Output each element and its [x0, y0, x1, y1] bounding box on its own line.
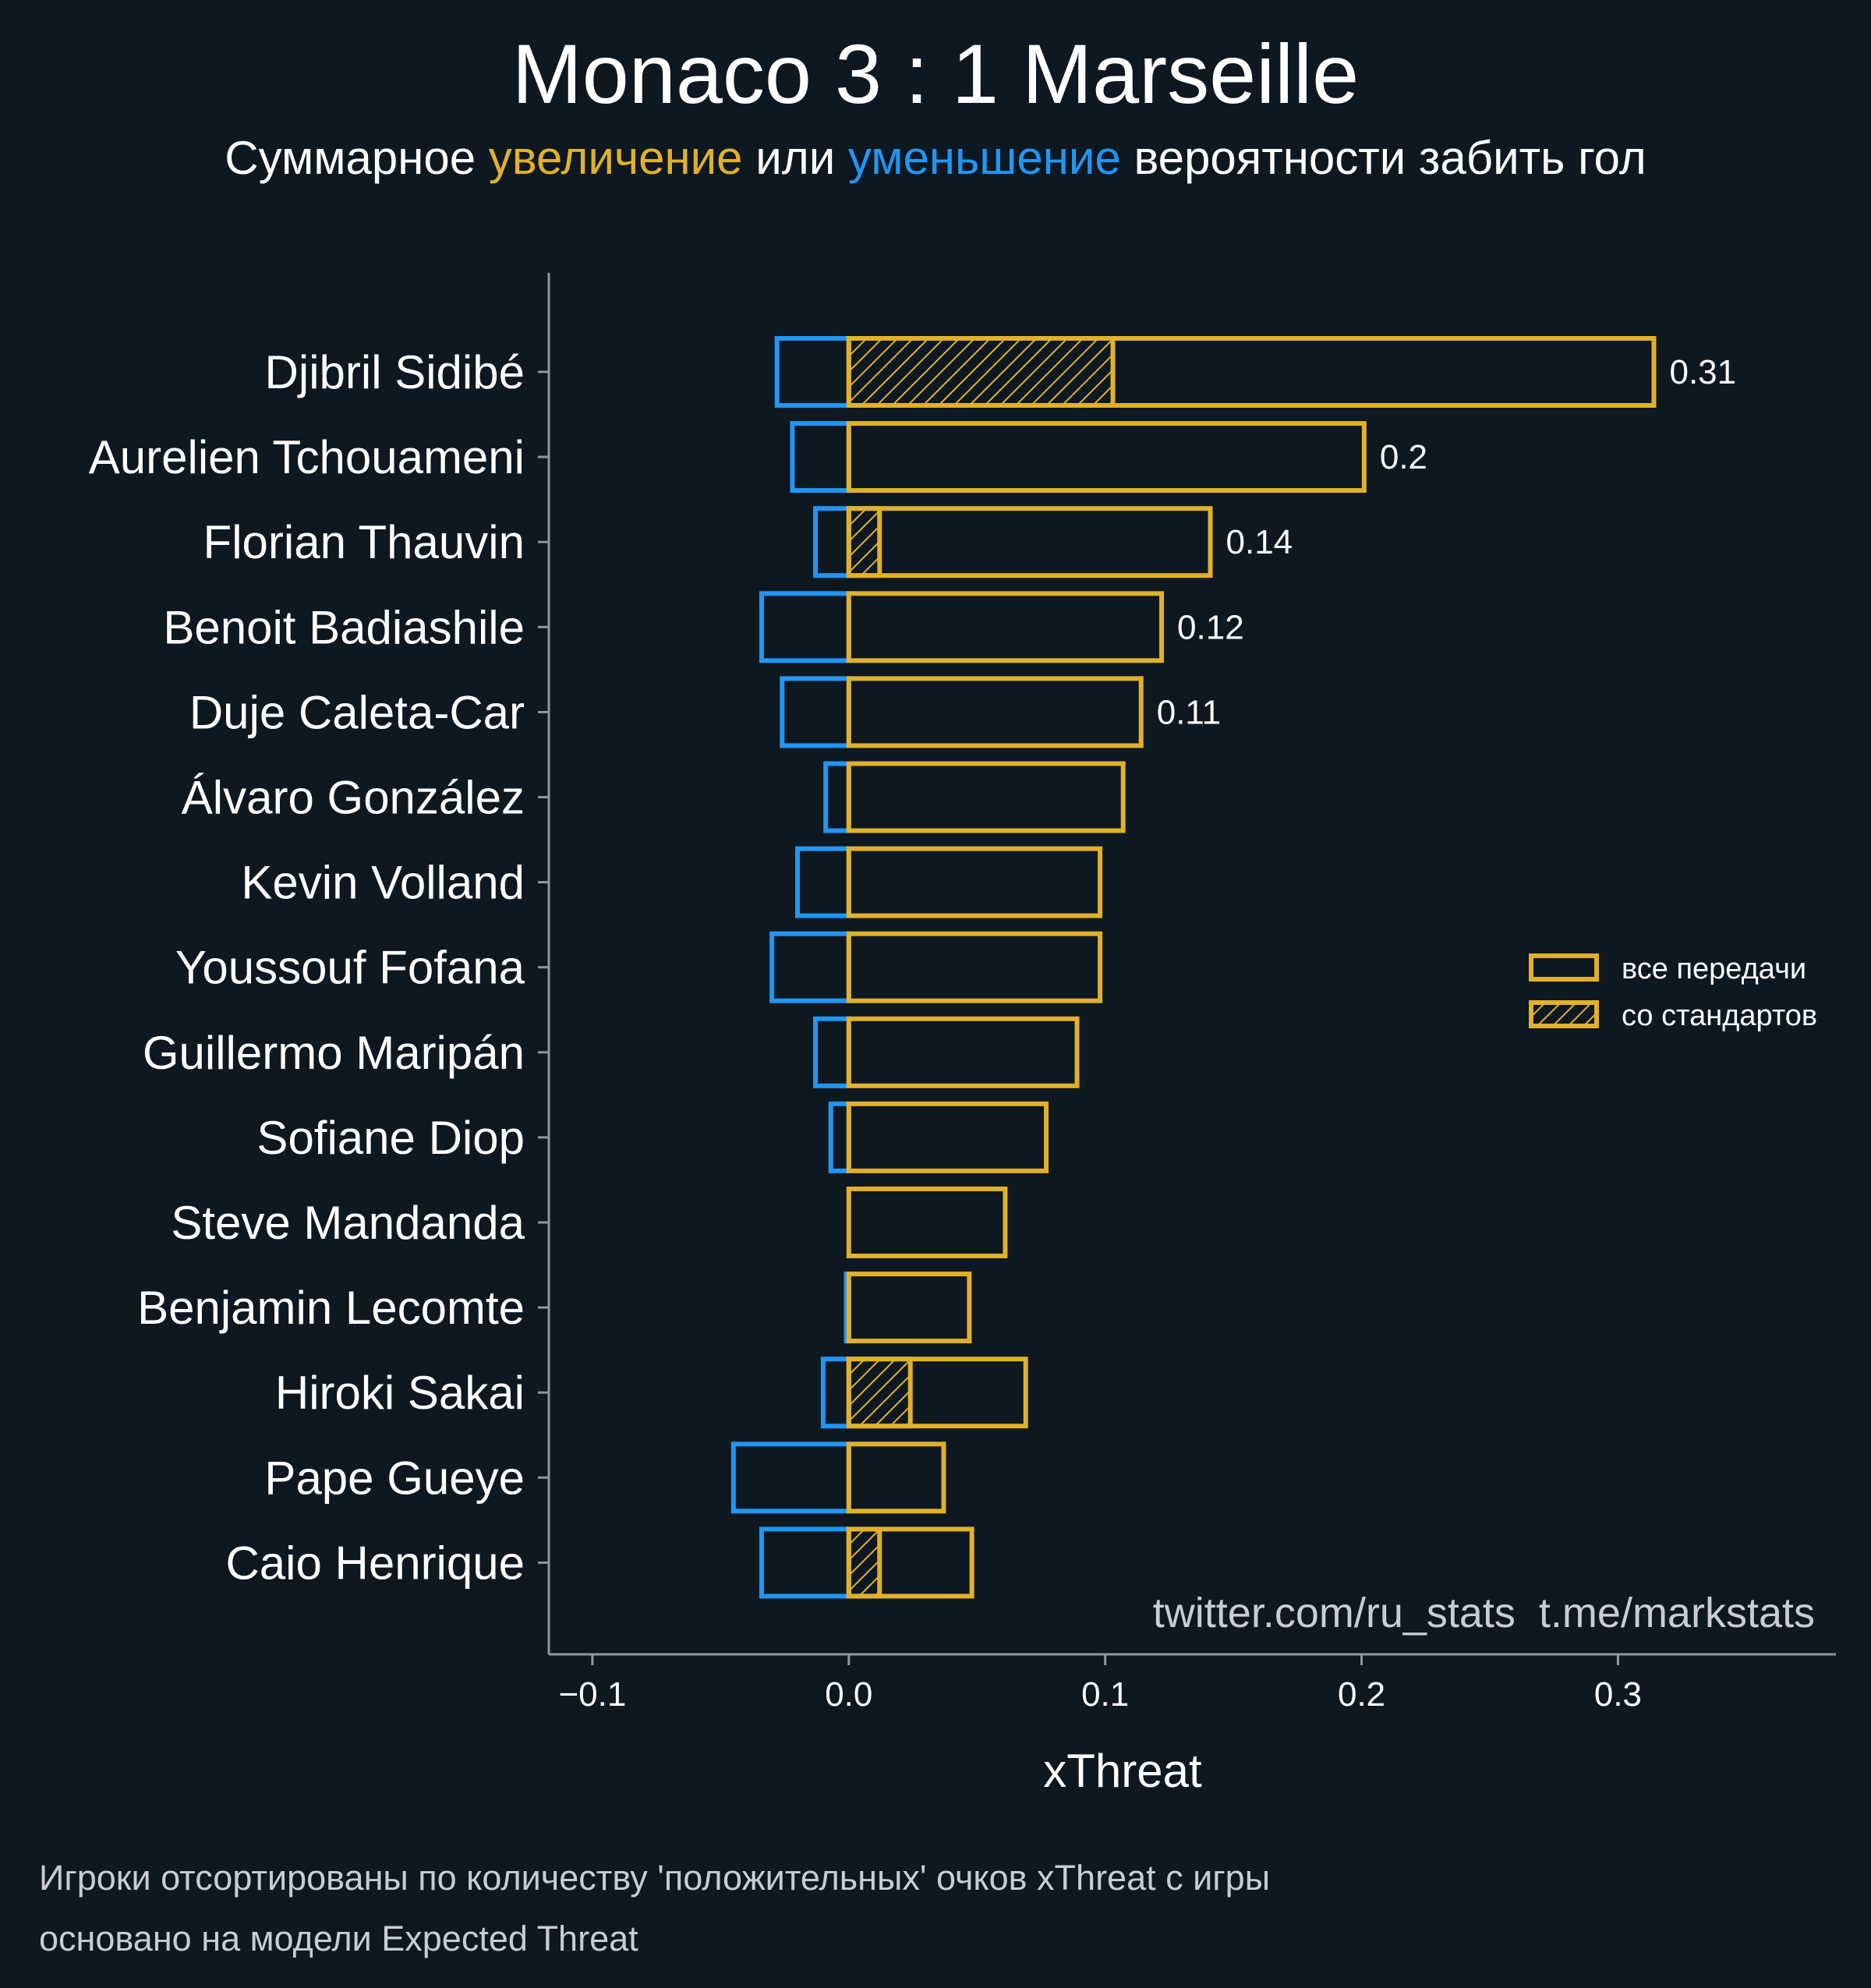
positive-bar: [846, 761, 1126, 833]
negative-bar: [790, 421, 851, 493]
watermark: twitter.com/ru_stats t.me/markstats: [1153, 1590, 1815, 1636]
player-name: Benjamin Lecomte: [137, 1282, 525, 1334]
legend-label-setpiece: со стандартов: [1622, 999, 1817, 1032]
positive-bar: [846, 1441, 946, 1514]
value-label: 0.11: [1157, 693, 1221, 731]
value-label: 0.14: [1226, 523, 1293, 561]
negative-bar: [813, 506, 851, 578]
player-name: Kevin Volland: [241, 857, 525, 909]
player-name: Florian Thauvin: [203, 516, 525, 568]
value-label: 0.2: [1380, 438, 1427, 476]
positive-bar: [846, 1272, 972, 1344]
footnote-line-2: основано на модели Expected Threat: [39, 1919, 638, 1958]
positive-bar: [846, 1357, 1028, 1429]
legend-label-all: все передачи: [1622, 953, 1806, 985]
x-tick-label: 0.3: [1594, 1675, 1642, 1714]
footnote: Игроки отсортированы по количеству 'поло…: [39, 1848, 1270, 1969]
player-name: Hiroki Sakai: [275, 1367, 525, 1419]
subtitle-negative-word: уменьшение: [847, 132, 1121, 184]
negative-bar: [780, 676, 851, 748]
negative-bar: [828, 1101, 851, 1173]
negative-bar: [769, 931, 851, 1003]
value-label: 0.12: [1177, 608, 1244, 646]
positive-bar: [846, 336, 1657, 408]
x-tick-label: 0.2: [1338, 1675, 1385, 1714]
negative-bar: [774, 336, 851, 408]
subtitle-prefix: Суммарное: [225, 132, 476, 184]
positive-bar: [846, 676, 1144, 748]
chart-title: Monaco 3 : 1 Marseille: [511, 27, 1360, 121]
set-piece-bar: [846, 506, 882, 578]
negative-bar: [823, 761, 851, 833]
player-name: Youssouf Fofana: [175, 942, 525, 994]
legend: все передачи со стандартов: [1529, 953, 1817, 1032]
x-tick-label: 0.1: [1081, 1675, 1129, 1714]
player-name: Benoit Badiashile: [163, 601, 525, 653]
positive-bar: [846, 846, 1103, 918]
set-piece-bar: [846, 336, 1116, 408]
player-name: Duje Caleta-Car: [189, 686, 525, 738]
negative-bar: [813, 1016, 851, 1088]
value-label: 0.31: [1669, 353, 1736, 391]
negative-bar: [795, 846, 851, 918]
player-name: Sofiane Diop: [256, 1112, 525, 1164]
player-name: Álvaro González: [182, 772, 525, 824]
player-name: Guillermo Maripán: [143, 1027, 525, 1079]
positive-bar: [846, 591, 1165, 663]
set-piece-bar: [846, 1357, 913, 1429]
positive-bar: [846, 421, 1367, 493]
player-name: Caio Henrique: [225, 1537, 525, 1589]
x-axis-label: xThreat: [1043, 1745, 1202, 1797]
x-tick-label: 0.0: [825, 1675, 872, 1714]
subtitle-middle: или: [755, 132, 836, 184]
player-name: Aurelien Tchouameni: [89, 431, 525, 483]
player-name: Steve Mandanda: [171, 1197, 525, 1249]
positive-bar: [846, 1016, 1080, 1088]
footnote-line-1: Игроки отсортированы по количеству 'поло…: [39, 1858, 1271, 1898]
subtitle-positive-word: увеличение: [488, 132, 743, 184]
x-tick-label: −0.1: [558, 1675, 626, 1714]
negative-bar: [730, 1441, 851, 1514]
legend-swatch-setpiece: [1529, 1000, 1599, 1028]
positive-bar: [846, 1187, 1008, 1258]
chart-subtitle: Суммарное увеличение или уменьшение веро…: [0, 131, 1871, 185]
negative-bar: [820, 1357, 851, 1429]
player-name: Djibril Sidibé: [265, 346, 525, 398]
player-name: Pape Gueye: [264, 1452, 525, 1504]
positive-bar: [846, 931, 1103, 1003]
negative-bar: [759, 591, 851, 663]
positive-bar: [846, 1526, 974, 1599]
set-piece-bar: [846, 1526, 882, 1599]
legend-swatch-all: [1529, 953, 1599, 982]
negative-bar: [759, 1526, 851, 1599]
subtitle-suffix: вероятности забить гол: [1134, 132, 1646, 184]
positive-bar: [846, 506, 1213, 578]
positive-bar: [846, 1101, 1049, 1173]
